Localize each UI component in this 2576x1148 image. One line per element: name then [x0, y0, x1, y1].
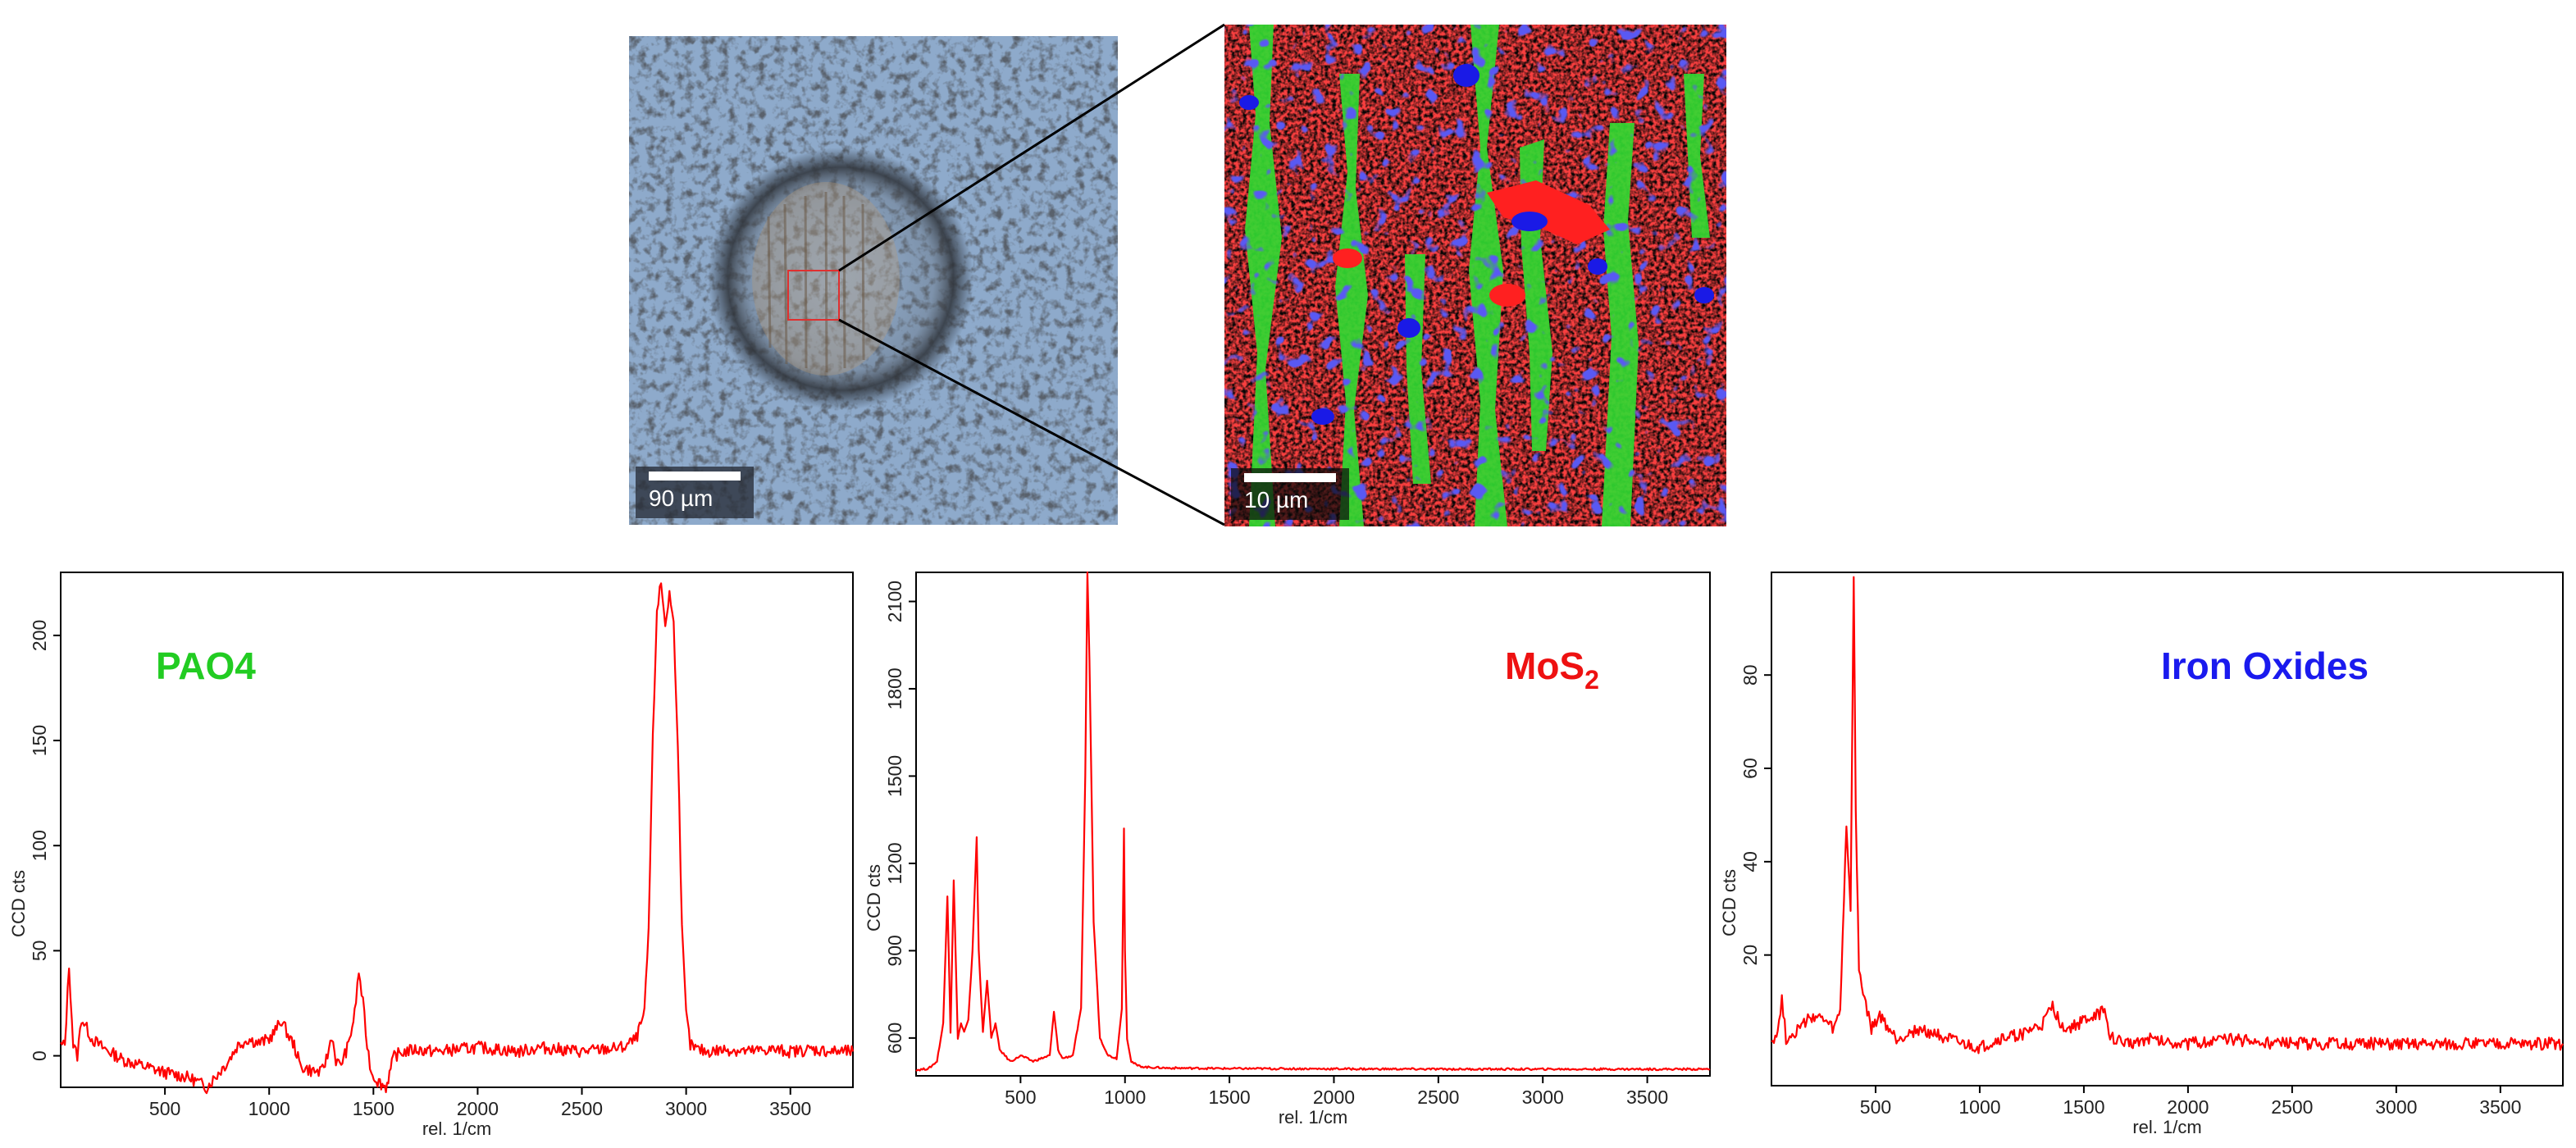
x-tick-label: 1500 — [1209, 1086, 1251, 1108]
spectrum-chart-mos2: 500 1000 1500 2000 2500 3000 3500 600 900 1200 150… — [864, 571, 1711, 1128]
x-axis-label: rel. 1/cm — [422, 1118, 491, 1139]
raman-map-scalebar: 10 µm — [1231, 468, 1349, 520]
x-axis-label: rel. 1/cm — [1279, 1107, 1347, 1128]
plot-frame — [1771, 572, 2564, 1086]
y-tick-label: 0 — [29, 1050, 50, 1061]
x-tick-label: 1000 — [248, 1098, 290, 1119]
y-tick-label: 150 — [29, 725, 50, 756]
y-tick-label: 1500 — [884, 755, 905, 797]
scalebar-line — [1244, 473, 1336, 482]
spectrum-line — [915, 571, 1711, 1072]
x-tick-label: 3500 — [2479, 1096, 2521, 1118]
x-tick-label: 3500 — [769, 1098, 811, 1119]
raman-map: 10 µm — [1224, 25, 1726, 526]
series-annotation: MoS2 — [1505, 645, 1599, 695]
y-axis-label: CCD cts — [8, 870, 29, 937]
y-tick-label: 2100 — [884, 581, 905, 622]
x-tick-label: 2500 — [561, 1098, 603, 1119]
y-tick-label: 1200 — [884, 842, 905, 884]
y-axis-label: CCD cts — [864, 864, 884, 932]
y-tick-label: 60 — [1739, 758, 1761, 779]
spectrum-chart-pao4: 500 1000 1500 2000 2500 3000 3500 0 50 100 150 200 r… — [8, 572, 855, 1139]
spectrum-line — [1771, 576, 2564, 1055]
micrograph-image — [629, 36, 1118, 525]
y-axis-label: CCD cts — [1719, 869, 1739, 936]
x-tick-label: 2000 — [2167, 1096, 2209, 1118]
y-tick-label: 1800 — [884, 667, 905, 709]
spectrum-line — [60, 582, 855, 1095]
series-annotation: PAO4 — [156, 645, 256, 687]
y-tick-label: 600 — [884, 1023, 905, 1054]
x-tick-label: 3500 — [1626, 1086, 1668, 1108]
x-tick-label: 1500 — [353, 1098, 394, 1119]
scalebar-label: 10 µm — [1244, 487, 1309, 512]
y-tick-label: 100 — [29, 830, 50, 861]
y-tick-label: 200 — [29, 620, 50, 651]
y-tick-label: 50 — [29, 941, 50, 962]
plot-frame — [915, 572, 1711, 1077]
x-axis-label: rel. 1/cm — [2132, 1117, 2201, 1137]
x-tick-label: 1000 — [1104, 1086, 1146, 1108]
x-tick-label: 2500 — [2271, 1096, 2313, 1118]
x-tick-label: 500 — [1860, 1096, 1891, 1118]
raman-map-image — [1224, 25, 1726, 526]
scalebar-line — [649, 472, 741, 481]
y-tick-label: 40 — [1739, 851, 1761, 872]
spectrum-chart-iron-oxides: 500 1000 1500 2000 2500 3000 3500 20 40 60 80 rel. … — [1719, 572, 2564, 1137]
x-tick-label: 1000 — [1958, 1096, 2000, 1118]
plot-frame — [60, 572, 854, 1088]
annotation-subscript: 2 — [1584, 665, 1599, 695]
micrograph-scalebar: 90 µm — [636, 467, 754, 518]
optical-micrograph: 90 µm — [629, 36, 1118, 525]
x-tick-label: 2000 — [457, 1098, 499, 1119]
x-tick-label: 500 — [1005, 1086, 1036, 1108]
series-annotation: Iron Oxides — [2161, 645, 2369, 687]
scalebar-label: 90 µm — [649, 485, 714, 511]
y-tick-label: 80 — [1739, 664, 1761, 686]
x-tick-label: 3000 — [2375, 1096, 2417, 1118]
x-tick-label: 2000 — [1313, 1086, 1355, 1108]
x-tick-label: 3000 — [665, 1098, 707, 1119]
y-tick-label: 900 — [884, 935, 905, 966]
x-tick-label: 3000 — [1522, 1086, 1564, 1108]
x-tick-label: 500 — [149, 1098, 180, 1119]
x-tick-label: 1500 — [2063, 1096, 2104, 1118]
y-tick-label: 20 — [1739, 945, 1761, 966]
x-tick-label: 2500 — [1417, 1086, 1459, 1108]
